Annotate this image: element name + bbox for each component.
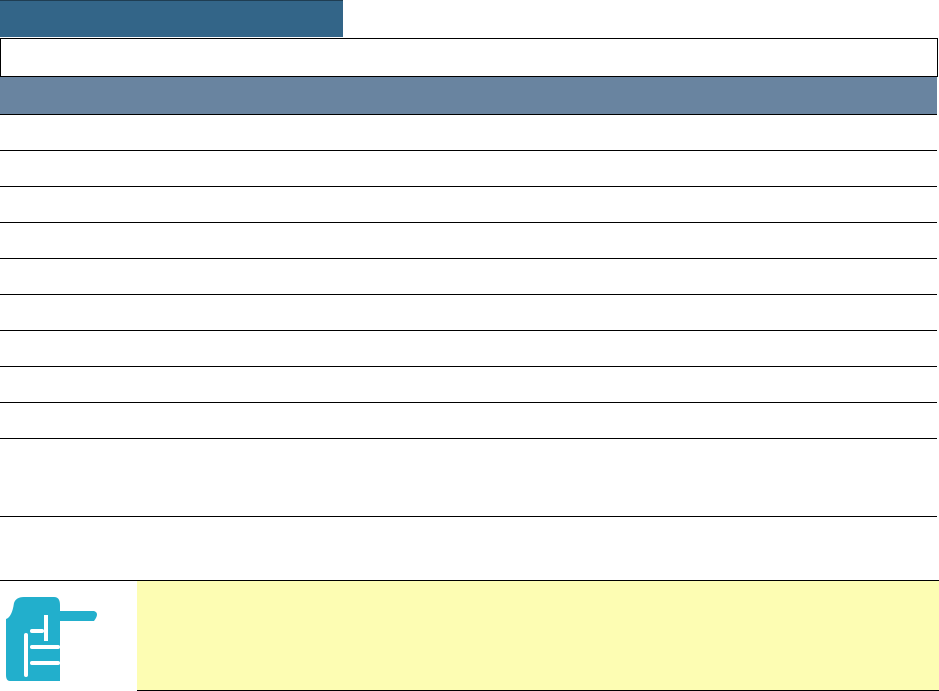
table-row <box>0 295 937 331</box>
table-row <box>0 151 937 187</box>
table-row <box>0 331 937 367</box>
table-row <box>0 439 937 517</box>
note-content <box>137 581 939 691</box>
table-title-box <box>0 38 938 77</box>
section-tab <box>0 0 343 37</box>
table-row <box>0 223 937 259</box>
table-row <box>0 187 937 223</box>
table-row <box>0 115 937 151</box>
table-header-row <box>0 77 937 115</box>
note-box <box>0 580 939 691</box>
table-row <box>0 403 937 439</box>
table-row <box>0 367 937 403</box>
table-row <box>0 259 937 295</box>
pointing-hand-icon <box>6 597 97 681</box>
